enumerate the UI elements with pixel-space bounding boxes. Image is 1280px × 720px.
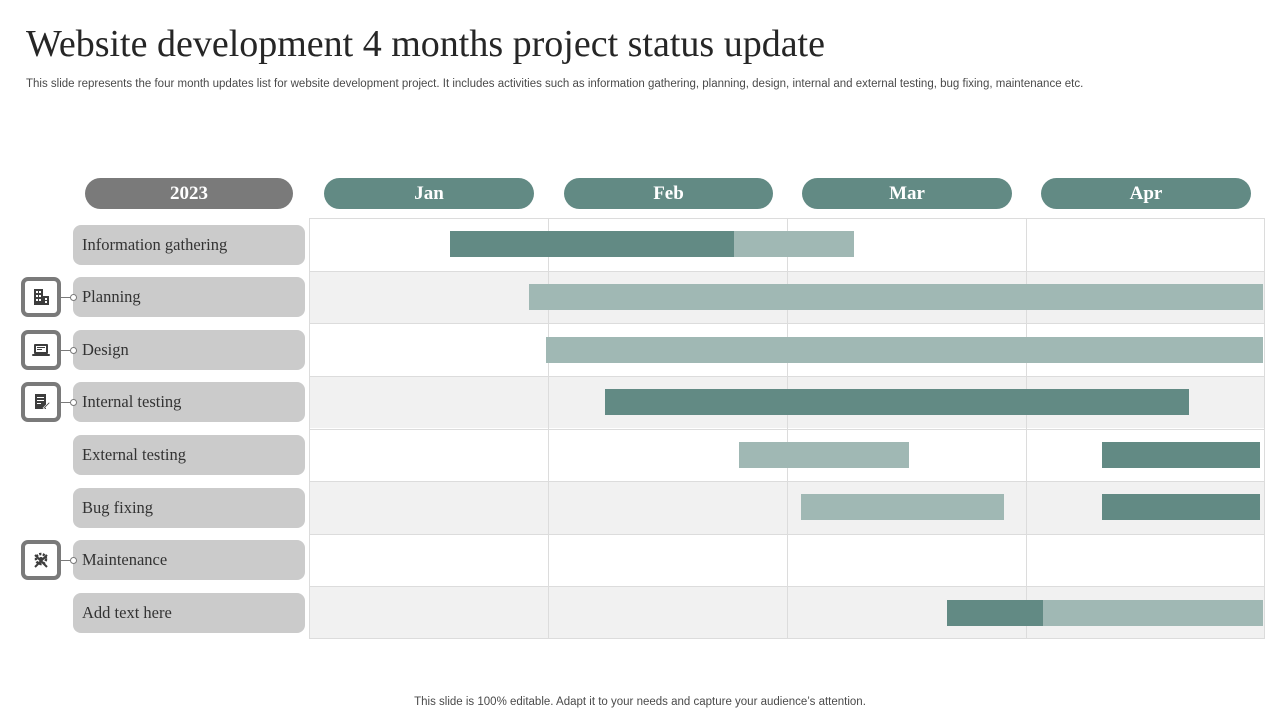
month-gridline xyxy=(548,218,549,639)
task-label-internal-testing: Internal testing xyxy=(73,382,305,422)
task-label-planning: Planning xyxy=(73,277,305,317)
gantt-bar xyxy=(545,336,1263,363)
icon-connector xyxy=(61,402,73,403)
gantt-bar xyxy=(734,231,854,258)
icon-connector xyxy=(61,297,73,298)
gantt-bar xyxy=(1042,599,1263,626)
gantt-bar xyxy=(528,283,1263,310)
task-label-maintenance: Maintenance xyxy=(73,540,305,580)
task-label-bug-fixing: Bug fixing xyxy=(73,488,305,528)
gantt-bar xyxy=(801,494,1005,521)
gantt-bar xyxy=(1102,441,1261,468)
page-title: Website development 4 months project sta… xyxy=(26,23,825,65)
month-pill-apr: Apr xyxy=(1041,178,1251,209)
laptop-icon xyxy=(21,330,61,370)
task-label-design: Design xyxy=(73,330,305,370)
icon-connector-dot xyxy=(70,294,77,301)
page-subtitle: This slide represents the four month upd… xyxy=(26,78,1084,90)
month-gridline xyxy=(787,218,788,639)
icon-connector-dot xyxy=(70,399,77,406)
gantt-grid xyxy=(309,218,1265,639)
gantt-bar xyxy=(605,389,1189,416)
gantt-bar xyxy=(739,441,909,468)
task-label-external-testing: External testing xyxy=(73,435,305,475)
gantt-bar xyxy=(450,231,735,258)
icon-connector xyxy=(61,560,73,561)
year-pill: 2023 xyxy=(85,178,293,209)
task-label-add-text: Add text here xyxy=(73,593,305,633)
month-gridline xyxy=(1026,218,1027,639)
gantt-bar xyxy=(947,599,1043,626)
building-icon xyxy=(21,277,61,317)
task-label-information-gathering: Information gathering xyxy=(73,225,305,265)
footer-note: This slide is 100% editable. Adapt it to… xyxy=(414,696,866,708)
month-pill-jan: Jan xyxy=(324,178,534,209)
gear-tools-icon xyxy=(21,540,61,580)
month-pill-feb: Feb xyxy=(564,178,773,209)
month-pill-mar: Mar xyxy=(802,178,1012,209)
icon-connector-dot xyxy=(70,347,77,354)
document-pen-icon xyxy=(21,382,61,422)
icon-connector-dot xyxy=(70,557,77,564)
icon-connector xyxy=(61,350,73,351)
gantt-bar xyxy=(1102,494,1261,521)
